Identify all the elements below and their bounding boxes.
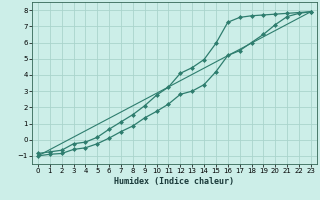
X-axis label: Humidex (Indice chaleur): Humidex (Indice chaleur) [115, 177, 234, 186]
